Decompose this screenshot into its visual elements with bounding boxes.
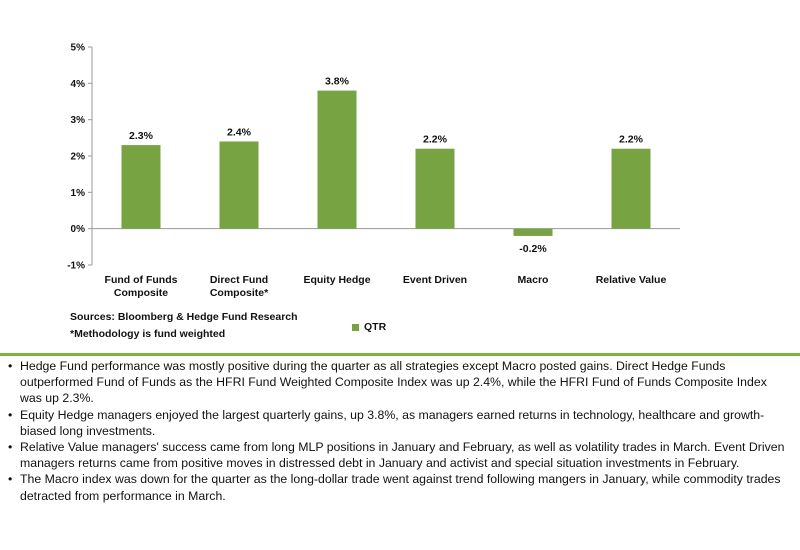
bar bbox=[219, 141, 259, 229]
bullet-icon: • bbox=[8, 472, 13, 487]
category-label: Event Driven bbox=[403, 274, 467, 286]
legend-label: QTR bbox=[364, 321, 387, 333]
y-tick-label: 3% bbox=[71, 115, 86, 126]
category-label: Direct Fund bbox=[210, 274, 268, 286]
category-label: Relative Value bbox=[596, 274, 667, 286]
bar bbox=[513, 228, 553, 236]
bar bbox=[317, 90, 357, 229]
y-tick-label: -1% bbox=[67, 261, 85, 272]
data-label: -0.2% bbox=[519, 243, 547, 255]
commentary-text: Equity Hedge managers enjoyed the larges… bbox=[20, 407, 765, 438]
bars bbox=[121, 90, 651, 236]
commentary-item: • Hedge Fund performance was mostly posit… bbox=[8, 358, 788, 407]
data-labels: 2.3% 2.4% 3.8% 2.2% -0.2% 2.2% bbox=[129, 76, 644, 255]
methodology-note: *Methodology is fund weighted bbox=[70, 328, 226, 340]
category-label: Composite bbox=[114, 287, 168, 299]
category-label: Composite* bbox=[210, 287, 269, 299]
y-tick-label: 5% bbox=[71, 43, 86, 54]
data-label: 2.2% bbox=[619, 134, 644, 146]
y-tick-label: 2% bbox=[71, 152, 86, 163]
category-label: Equity Hedge bbox=[303, 274, 370, 286]
data-label: 2.2% bbox=[423, 134, 448, 146]
legend: QTR bbox=[352, 321, 386, 333]
data-label: 3.8% bbox=[325, 76, 350, 88]
bar bbox=[121, 145, 161, 229]
divider bbox=[0, 353, 800, 356]
y-axis: -1% 0% 1% 2% 3% 4% 5% bbox=[67, 43, 680, 272]
commentary-item: • Equity Hedge managers enjoyed the large… bbox=[8, 407, 788, 439]
commentary-text: Hedge Fund performance was mostly positi… bbox=[20, 359, 767, 406]
commentary-item: • Relative Value managers' success came f… bbox=[8, 439, 788, 471]
bullet-icon: • bbox=[8, 359, 13, 373]
data-label: 2.3% bbox=[129, 130, 154, 142]
bar bbox=[415, 148, 455, 229]
category-label: Fund of Funds bbox=[105, 274, 178, 286]
commentary-text: The Macro index was down for the quarter… bbox=[20, 472, 781, 503]
y-tick-label: 4% bbox=[71, 79, 86, 90]
legend-swatch bbox=[352, 323, 359, 331]
commentary-item: • The Macro index was down for the quarte… bbox=[8, 471, 788, 503]
bar-chart: -1% 0% 1% 2% 3% 4% 5% 2.3% 2.4% 3.8% 2.2% -0.2% 2.2… bbox=[67, 43, 680, 299]
y-tick-label: 0% bbox=[71, 224, 86, 235]
bullet-icon: • bbox=[8, 407, 13, 422]
bar bbox=[611, 148, 651, 229]
commentary-text: Relative Value managers' success came fr… bbox=[20, 440, 785, 471]
data-label: 2.4% bbox=[227, 126, 252, 138]
bullet-icon: • bbox=[8, 440, 13, 455]
y-tick-label: 1% bbox=[71, 188, 86, 199]
commentary-list: • Hedge Fund performance was mostly posit… bbox=[8, 358, 788, 504]
sources-note: Sources: Bloomberg & Hedge Fund Research bbox=[70, 311, 298, 323]
category-label: Macro bbox=[518, 274, 549, 286]
